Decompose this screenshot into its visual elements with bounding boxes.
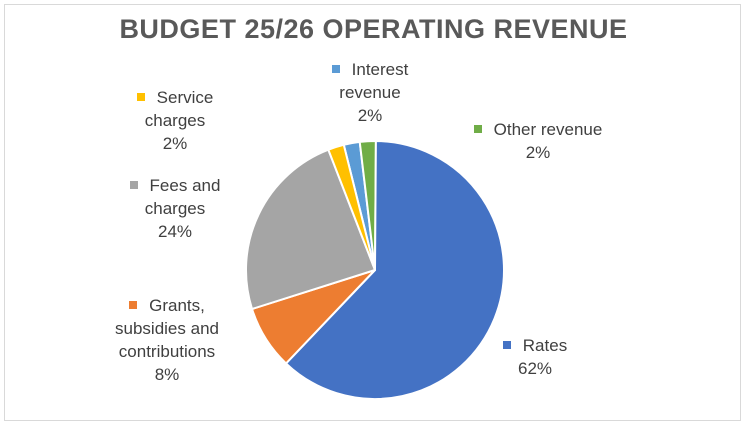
data-label-0: Interest revenue 2%: [300, 56, 440, 127]
legend-swatch-2: [502, 341, 511, 349]
data-label-percent: 8%: [154, 364, 180, 384]
data-label-percent: 2%: [357, 105, 383, 125]
data-label-name-line: Fees and: [100, 172, 250, 197]
data-label-name-line: charges: [144, 110, 206, 130]
legend-swatch-0: [331, 65, 340, 73]
chart-title: BUDGET 25/26 OPERATING REVENUE: [119, 14, 628, 44]
data-label-name: Other revenue: [493, 119, 603, 139]
data-label-name-line: Interest: [300, 56, 440, 81]
legend-swatch-4: [129, 181, 138, 189]
data-label-name-line: Grants,: [62, 292, 272, 317]
data-label-name: Grants,: [149, 295, 205, 315]
data-label-percent: 24%: [157, 221, 193, 241]
data-label-name-line: charges: [144, 198, 206, 218]
data-label-5: Service charges 2%: [100, 84, 250, 155]
pie-slice-2: [285, 140, 505, 400]
data-label-name: Service: [156, 87, 214, 107]
data-label-3: Grants, subsidies and contributions 8%: [62, 292, 272, 386]
legend-swatch-1: [473, 125, 482, 133]
data-label-name-line: Other revenue: [440, 116, 636, 141]
data-label-name: Rates: [522, 335, 568, 355]
data-label-name-line: contributions: [118, 341, 216, 361]
legend-swatch-3: [129, 301, 138, 309]
data-label-name-line: subsidies and: [115, 318, 219, 338]
data-label-name-line: Rates: [490, 332, 580, 357]
data-label-1: Other revenue 2%: [440, 116, 636, 164]
data-label-name: Fees and: [149, 175, 221, 195]
data-label-percent: 2%: [525, 142, 551, 162]
data-label-name-line: Service: [100, 84, 250, 109]
legend-swatch-5: [136, 93, 145, 101]
data-label-4: Fees and charges 24%: [100, 172, 250, 243]
pie-slice-5: [327, 143, 376, 271]
data-label-percent: 62%: [517, 358, 553, 378]
data-label-name-line: revenue: [339, 82, 401, 102]
data-label-name: Interest: [351, 59, 409, 79]
data-label-2: Rates 62%: [490, 332, 580, 380]
data-label-percent: 2%: [162, 133, 188, 153]
